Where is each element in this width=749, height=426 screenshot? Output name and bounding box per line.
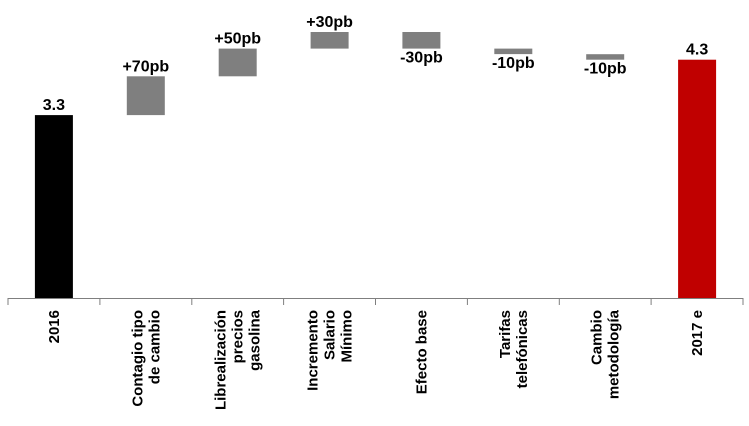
category-label-line: gasolina [247,309,264,371]
category-label-line: de cambio [146,310,163,384]
category-label-line: Cambio [589,310,606,365]
category-label-6: Tarifas telefónicas [497,310,531,388]
category-label-7: Cambio metodología [589,309,623,399]
value-label-2: +70pb [122,58,169,75]
x-axis [7,298,744,305]
category-label-line: Contagio tipo [129,310,146,407]
category-label-line: telefónicas [514,310,531,388]
category-label-line: metodología [606,309,623,399]
category-label-line: Incremento [305,310,322,391]
bar-7 [586,54,625,60]
category-label-1: 2016 [46,310,63,343]
bar-8 [678,59,717,299]
value-labels: 3.3 +70pb +50pb +30pb -30pb -10pb -10pb 4.3 [43,14,709,114]
value-label-5: -30pb [400,50,443,67]
bar-1 [34,115,73,298]
value-label-8: 4.3 [686,42,708,59]
category-label-line: Efecto base [413,310,430,394]
category-label-line: Mínimo [339,310,356,363]
category-label-5: Efecto base [413,310,430,394]
value-label-7: -10pb [584,61,627,78]
bar-2 [126,76,165,116]
category-label-line: Salario [322,310,339,360]
category-label-line: 2016 [46,310,63,343]
bar-6 [494,48,533,55]
category-label-line: Librealización [213,310,230,410]
value-label-4: +30pb [306,14,353,31]
category-label-3: Librealización precios gasolina [213,309,264,410]
category-labels: 2016 Contagio tipo de cambio Librealización… [46,309,706,410]
value-label-1: 3.3 [43,97,65,114]
value-label-3: +50pb [214,31,261,48]
category-label-line: Tarifas [497,310,514,358]
bar-3 [218,48,257,77]
value-label-6: -10pb [492,55,535,72]
bars-layer [34,32,717,299]
category-label-8: 2017 e [689,310,706,356]
category-label-line: precios [230,310,247,363]
category-label-2: Contagio tipo de cambio [129,310,163,407]
bar-5 [402,32,441,49]
bar-4 [310,32,349,49]
category-label-4: Incremento Salario Mínimo [305,310,356,391]
category-label-line: 2017 e [689,310,706,356]
